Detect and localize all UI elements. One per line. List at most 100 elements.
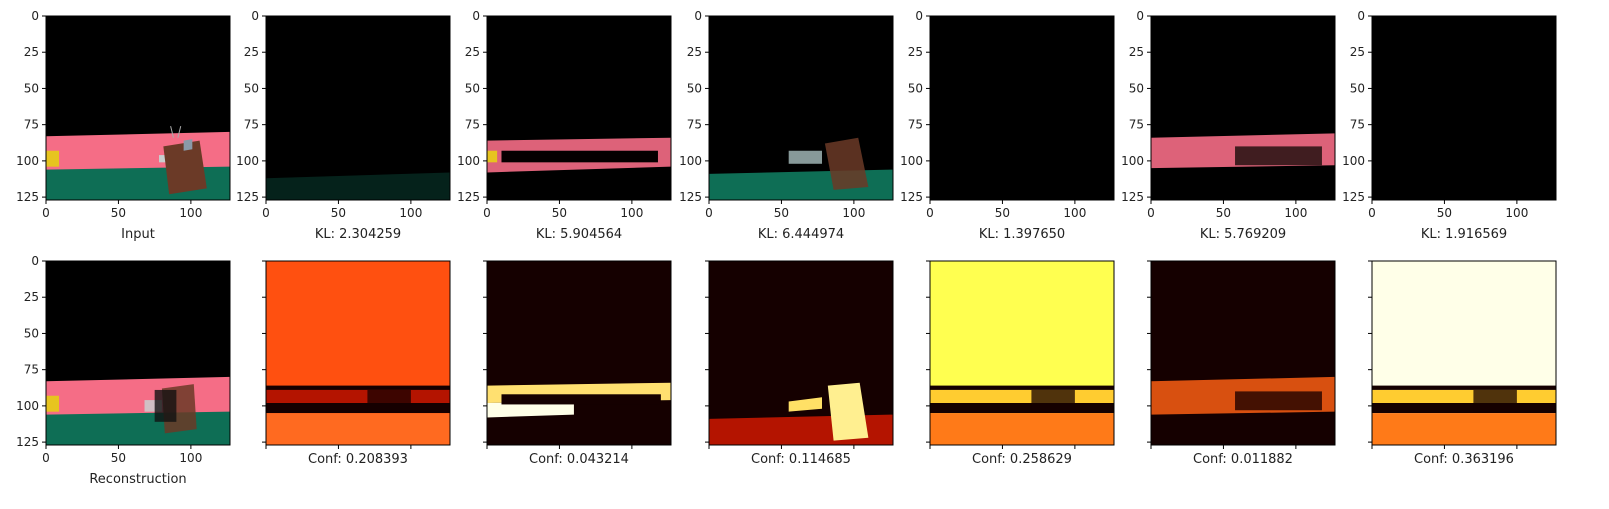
x-tick-label: 100 (399, 206, 422, 220)
dark-edge (1372, 402, 1556, 414)
panel-background (930, 16, 1114, 200)
y-tick-label: 25 (244, 45, 259, 59)
y-tick-label: 25 (465, 45, 480, 59)
x-tick-label: 0 (483, 206, 491, 220)
panel-frame (486, 15, 672, 201)
car-object (788, 150, 823, 164)
dark-edge (266, 402, 450, 414)
y-tick-label: 100 (900, 154, 923, 168)
heat-background (1151, 261, 1335, 445)
y-tick-label: 75 (465, 118, 480, 132)
y-tick-label: 125 (236, 190, 259, 204)
panel-frame (265, 260, 451, 446)
y-tick-label: 0 (472, 9, 480, 23)
object-shadow (1473, 389, 1517, 412)
x-tick-label: 0 (1368, 206, 1376, 220)
x-tick-label: 100 (179, 206, 202, 220)
x-tick-label: 50 (1216, 206, 1231, 220)
object-band (1235, 146, 1322, 166)
y-tick-label: 0 (694, 9, 702, 23)
x-tick-label: 0 (705, 206, 713, 220)
antenna-line (170, 125, 174, 138)
antenna-line (177, 125, 182, 138)
panel-0-6: 0 50 100 0 25 50 75 100 125 KL: 1.916569 (1342, 9, 1557, 242)
x-tick-label: 50 (331, 206, 346, 220)
panel-0-2: 0 50 100 0 25 50 75 100 125 KL: 5.904564 (457, 9, 672, 242)
panel-caption: Conf: 0.363196 (1414, 452, 1514, 467)
x-tick-label: 50 (552, 206, 567, 220)
panel-0-3: 0 50 100 0 25 50 75 100 125 KL: 6.444974 (679, 9, 894, 242)
dark-edge (1372, 385, 1556, 390)
panel-1-4: Conf: 0.258629 (926, 260, 1115, 467)
x-tick-label: 0 (1147, 206, 1155, 220)
y-tick-label: 75 (244, 118, 259, 132)
panel-0-1: 0 50 100 0 25 50 75 100 125 KL: 2.304259 (236, 9, 451, 242)
x-tick-label: 0 (262, 206, 270, 220)
y-tick-label: 25 (24, 290, 39, 304)
panel-frame (265, 15, 451, 201)
panel-frame (708, 260, 894, 446)
x-tick-label: 0 (926, 206, 934, 220)
panel-background (1151, 16, 1335, 200)
panel-frame (1150, 15, 1336, 201)
y-tick-label: 0 (251, 9, 259, 23)
floor-band (266, 413, 450, 445)
panel-caption: KL: 5.904564 (536, 227, 622, 242)
y-tick-label: 100 (16, 154, 39, 168)
y-tick-label: 100 (457, 154, 480, 168)
x-tick-label: 100 (179, 451, 202, 465)
dark-object (154, 389, 177, 422)
panel-caption: KL: 1.397650 (979, 227, 1065, 242)
y-tick-label: 125 (16, 435, 39, 449)
y-tick-label: 50 (24, 81, 39, 95)
x-tick-label: 50 (111, 206, 126, 220)
x-tick-label: 0 (42, 206, 50, 220)
panel-0-0: 0 50 100 0 25 50 75 100 125 Input (16, 9, 231, 242)
y-tick-label: 75 (908, 118, 923, 132)
x-tick-label: 50 (111, 451, 126, 465)
floor-band (930, 413, 1114, 445)
x-tick-label: 100 (1063, 206, 1086, 220)
y-tick-label: 50 (687, 81, 702, 95)
panel-caption: KL: 1.916569 (1421, 227, 1507, 242)
heat-background (487, 261, 671, 445)
panel-caption: KL: 6.444974 (758, 227, 844, 242)
x-tick-label: 0 (42, 451, 50, 465)
wall-band (1372, 389, 1556, 403)
wall-band (930, 389, 1114, 403)
wall-band (266, 389, 450, 403)
x-tick-label: 50 (774, 206, 789, 220)
object-shadow (1031, 389, 1075, 412)
y-tick-label: 0 (31, 254, 39, 268)
panel-frame (1371, 260, 1557, 446)
panel-frame (1150, 260, 1336, 446)
dark-edge (266, 385, 450, 390)
dark-band (501, 150, 658, 163)
y-tick-label: 50 (1129, 81, 1144, 95)
y-tick-label: 50 (1350, 81, 1365, 95)
panel-caption: Conf: 0.043214 (529, 452, 629, 467)
y-tick-label: 25 (1129, 45, 1144, 59)
panel-frame (486, 260, 672, 446)
panel-background (266, 16, 450, 200)
y-tick-label: 125 (16, 190, 39, 204)
brown-object (163, 140, 207, 195)
panel-frame (45, 260, 231, 446)
dark-band (501, 394, 661, 405)
x-tick-label: 100 (842, 206, 865, 220)
object-band (1235, 391, 1322, 411)
y-tick-label: 50 (244, 81, 259, 95)
bright-object (827, 382, 869, 441)
panel-frame (45, 15, 231, 201)
y-tick-label: 75 (1129, 118, 1144, 132)
panel-frame (929, 15, 1115, 201)
panel-caption: KL: 5.769209 (1200, 227, 1286, 242)
y-tick-label: 75 (24, 363, 39, 377)
panel-frame (708, 15, 894, 201)
y-tick-label: 125 (1121, 190, 1144, 204)
y-tick-label: 100 (16, 399, 39, 413)
panel-1-0: 0 50 100 0 25 50 75 100 125 Reconstruction (16, 254, 231, 487)
car-object (144, 400, 162, 412)
x-tick-label: 50 (1437, 206, 1452, 220)
